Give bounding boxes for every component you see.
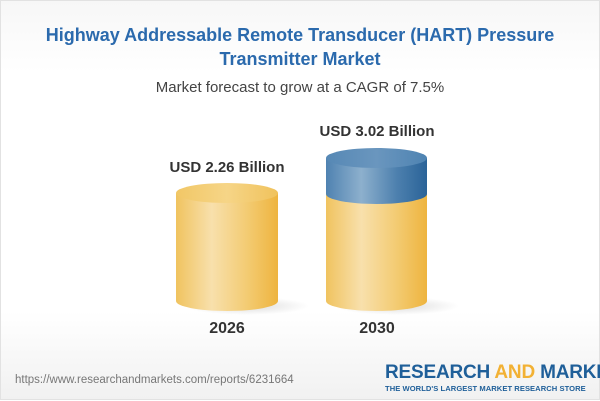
x-label-2030: 2030 [359,320,395,337]
chart-title-text: Highway Addressable Remote Transducer (H… [45,25,555,69]
x-label-2026: 2026 [209,320,245,337]
logo-word-research: RESEARCH [385,362,495,383]
report-url-link[interactable]: https://www.researchandmarkets.com/repor… [15,374,294,386]
value-label-2030: USD 3.02 Billion [319,123,435,140]
cylinder-2030 [326,148,459,315]
logo-wordmark: RESEARCH AND MARKETS [385,362,600,383]
logo-tagline: THE WORLD'S LARGEST MARKET RESEARCH STOR… [385,384,586,393]
chart-title: Highway Addressable Remote Transducer (H… [1,23,599,71]
chart-subtitle: Market forecast to grow at a CAGR of 7.5… [155,79,445,96]
logo-word-markets: MARKETS [540,362,600,383]
logo-word-and: AND [494,362,535,383]
research-and-markets-logo[interactable]: RESEARCH AND MARKETS THE WORLD'S LARGEST… [385,362,600,394]
cylinder-2026 [176,183,309,315]
value-label-2026: USD 2.26 Billion [169,159,285,176]
